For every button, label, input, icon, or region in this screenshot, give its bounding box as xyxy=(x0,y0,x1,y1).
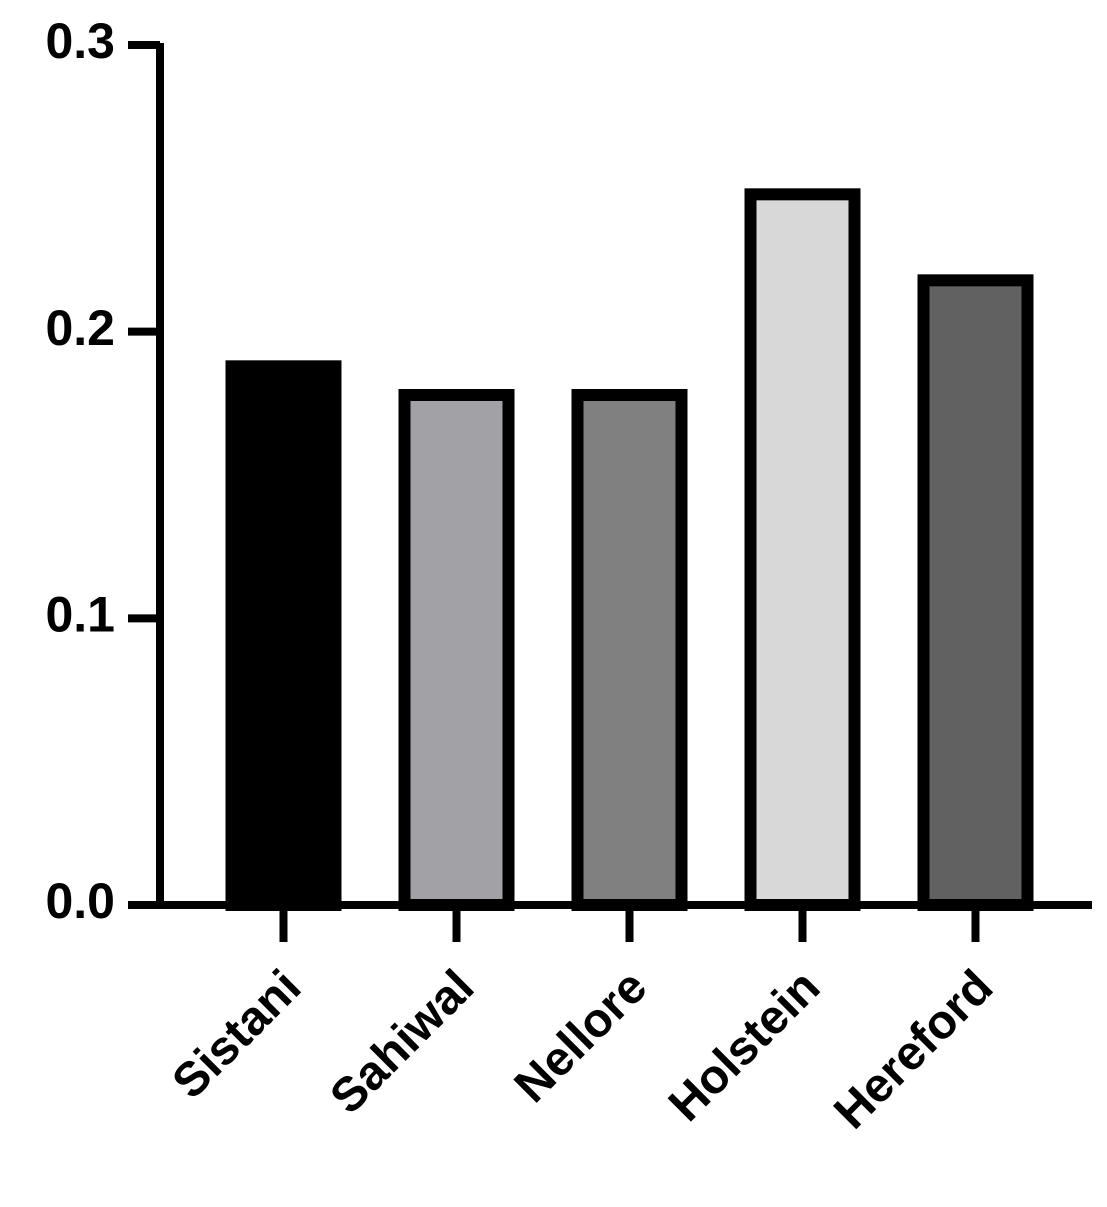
y-tick-label: 0.2 xyxy=(45,300,115,356)
y-tick-label: 0.1 xyxy=(45,587,115,643)
x-tick-label: Holstein xyxy=(659,960,830,1131)
bar xyxy=(398,389,515,911)
x-tick-label: Sistani xyxy=(163,960,312,1109)
bar xyxy=(917,274,1034,912)
y-tick-label: 0.3 xyxy=(45,13,115,69)
bar xyxy=(225,360,342,912)
x-tick-label: Sahiwal xyxy=(320,960,484,1124)
x-tick-label: Hereford xyxy=(824,960,1003,1139)
y-tick-label: 0.0 xyxy=(45,873,115,929)
x-tick-label: Nellore xyxy=(505,960,658,1113)
bar xyxy=(571,389,688,911)
bar xyxy=(744,188,861,912)
